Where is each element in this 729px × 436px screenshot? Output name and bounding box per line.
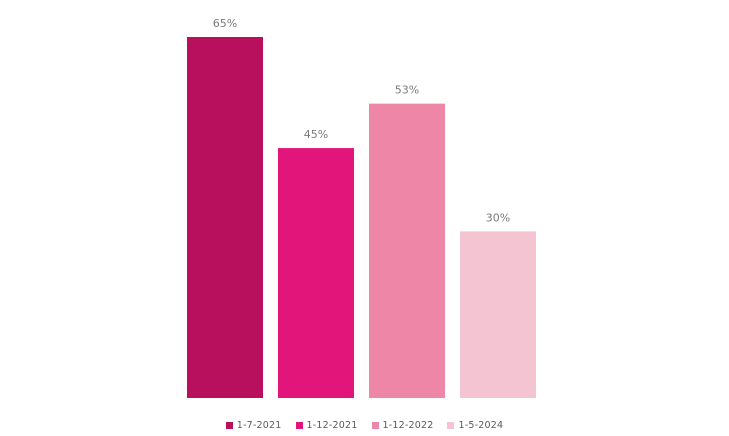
legend-swatch [295,421,303,429]
legend-item: 1-7-2021 [225,419,282,431]
legend-swatch [371,421,379,429]
legend-item: 1-12-2022 [371,419,434,431]
legend-item: 1-12-2021 [295,419,358,431]
chart-legend: 1-7-2021 1-12-2021 1-12-2022 1-5-2024 [0,417,729,433]
legend-swatch [447,421,455,429]
bar-1-12-2021 [278,148,354,398]
legend-label: 1-7-2021 [236,419,282,431]
legend-label: 1-5-2024 [458,419,504,431]
bar-value-label: 65% [213,17,237,30]
legend-label: 1-12-2021 [306,419,358,431]
bar-1-5-2024 [460,231,536,398]
bar-value-label: 30% [486,211,510,224]
legend-item: 1-5-2024 [447,420,503,431]
legend-label: 1-12-2022 [382,419,434,431]
legend-swatch [225,421,233,429]
bar-1-12-2022 [369,103,445,399]
bar-value-label: 45% [304,128,328,141]
bar-value-label: 53% [395,84,419,97]
bar-1-7-2021 [187,37,263,398]
